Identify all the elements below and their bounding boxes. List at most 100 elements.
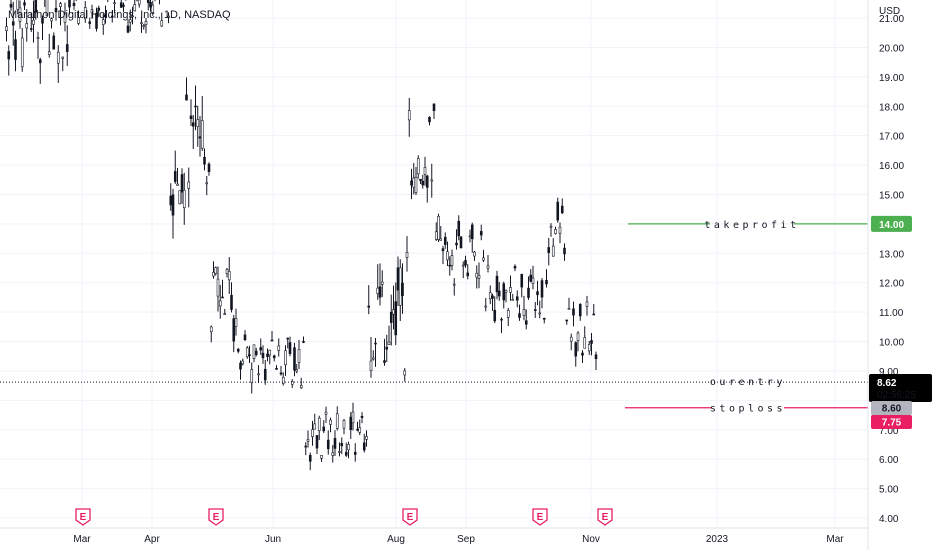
- candle-body: [486, 265, 490, 269]
- candle-body: [56, 51, 60, 64]
- candle-body: [333, 438, 337, 449]
- candle-body: [180, 174, 184, 193]
- candle-body: [578, 304, 582, 317]
- last-price-tag: [869, 374, 932, 402]
- candle-body: [569, 336, 573, 342]
- candle-body: [245, 347, 249, 358]
- candle-body: [425, 175, 429, 188]
- candle-body: [241, 360, 245, 365]
- takeprofit-price-tag-text: 14.00: [879, 220, 904, 231]
- candle-body: [290, 381, 294, 385]
- candle-body: [297, 349, 301, 363]
- candle-body: [41, 17, 44, 24]
- candle-body: [419, 178, 422, 182]
- candle-body: [281, 376, 285, 384]
- earnings-marker-label: E: [407, 512, 414, 523]
- candle-body: [421, 180, 425, 186]
- candle-body: [367, 305, 371, 308]
- candle-body: [259, 347, 263, 351]
- earnings-marker-icon[interactable]: E: [402, 508, 418, 526]
- candle-body: [268, 349, 272, 356]
- candle-body: [340, 443, 344, 447]
- candle-body: [515, 296, 519, 301]
- y-tick-label: 18.00: [879, 102, 904, 113]
- candle-body: [7, 51, 11, 60]
- candle-body: [576, 332, 580, 341]
- earnings-marker-icon[interactable]: E: [75, 508, 91, 526]
- candle-body: [551, 245, 555, 257]
- candle-body: [151, 4, 155, 14]
- candle-body: [504, 289, 508, 293]
- candle-body: [371, 357, 375, 360]
- candle-body: [205, 182, 209, 185]
- earnings-marker-icon[interactable]: E: [532, 508, 548, 526]
- candle-body: [533, 309, 537, 311]
- candle-body: [270, 339, 274, 342]
- candle-body: [351, 411, 355, 424]
- candle-body: [137, 0, 141, 5]
- candle-body: [146, 0, 150, 3]
- candle-body: [25, 23, 29, 29]
- candle-body: [169, 195, 173, 206]
- candle-body: [430, 179, 434, 182]
- candle-body: [198, 136, 202, 139]
- earnings-marker-icon[interactable]: E: [597, 508, 613, 526]
- candle-body: [446, 251, 449, 261]
- candle-body: [185, 94, 188, 101]
- candle-body: [221, 296, 224, 299]
- candle-body: [189, 115, 193, 119]
- candle-body: [173, 171, 177, 182]
- candle-body: [403, 370, 407, 376]
- candle-body: [529, 274, 533, 282]
- y-tick-label: 11.00: [879, 308, 904, 319]
- x-tick-label: Mar: [73, 534, 91, 545]
- candle-body: [119, 2, 123, 8]
- candle-body: [149, 1, 152, 8]
- candle-body: [520, 273, 524, 288]
- candle-body: [88, 21, 92, 24]
- previous-close-tag: [871, 401, 912, 415]
- candle-body: [322, 426, 326, 432]
- earnings-marker-icon[interactable]: E: [208, 508, 224, 526]
- candle-body: [441, 248, 445, 252]
- candle-body: [468, 235, 472, 238]
- candle-body: [594, 354, 598, 360]
- candle-body: [331, 452, 335, 456]
- y-tick-label: 5.00: [879, 485, 899, 496]
- takeprofit-price-tag: [871, 215, 912, 232]
- stoploss-price-tag: [871, 415, 912, 429]
- earnings-marker-label: E: [537, 512, 544, 523]
- candle-body: [556, 201, 560, 221]
- candle-body: [358, 427, 362, 433]
- candle-body: [45, 0, 49, 16]
- candle-body: [293, 347, 296, 371]
- candle-body: [182, 189, 186, 209]
- takeprofit-label: takeprofit: [704, 220, 799, 231]
- candle-body: [52, 35, 56, 50]
- x-tick-label: 2023: [706, 534, 729, 545]
- y-tick-label: 4.00: [879, 514, 899, 525]
- candle-body: [167, 15, 170, 18]
- candle-body: [252, 344, 256, 359]
- price-axis[interactable]: 4.005.006.007.008.009.0010.0011.0012.001…: [879, 14, 904, 525]
- candle-body: [466, 272, 470, 277]
- candle-body: [509, 287, 512, 293]
- candle-body: [461, 264, 465, 267]
- candle-body: [365, 436, 368, 440]
- candle-body: [558, 226, 562, 234]
- y-tick-label: 6.00: [879, 455, 899, 466]
- candle-body: [542, 317, 546, 320]
- candle-body: [11, 21, 15, 26]
- time-axis[interactable]: Mar Apr Jun Aug Sep Nov 2023 Mar: [73, 534, 844, 545]
- candle-body: [590, 340, 593, 344]
- candle-body: [448, 264, 452, 267]
- candle-body: [122, 4, 125, 7]
- candle-body: [347, 444, 350, 451]
- candle-body: [279, 372, 283, 375]
- candle-body: [383, 360, 386, 363]
- candle-body: [47, 51, 51, 55]
- candle-body: [585, 301, 589, 307]
